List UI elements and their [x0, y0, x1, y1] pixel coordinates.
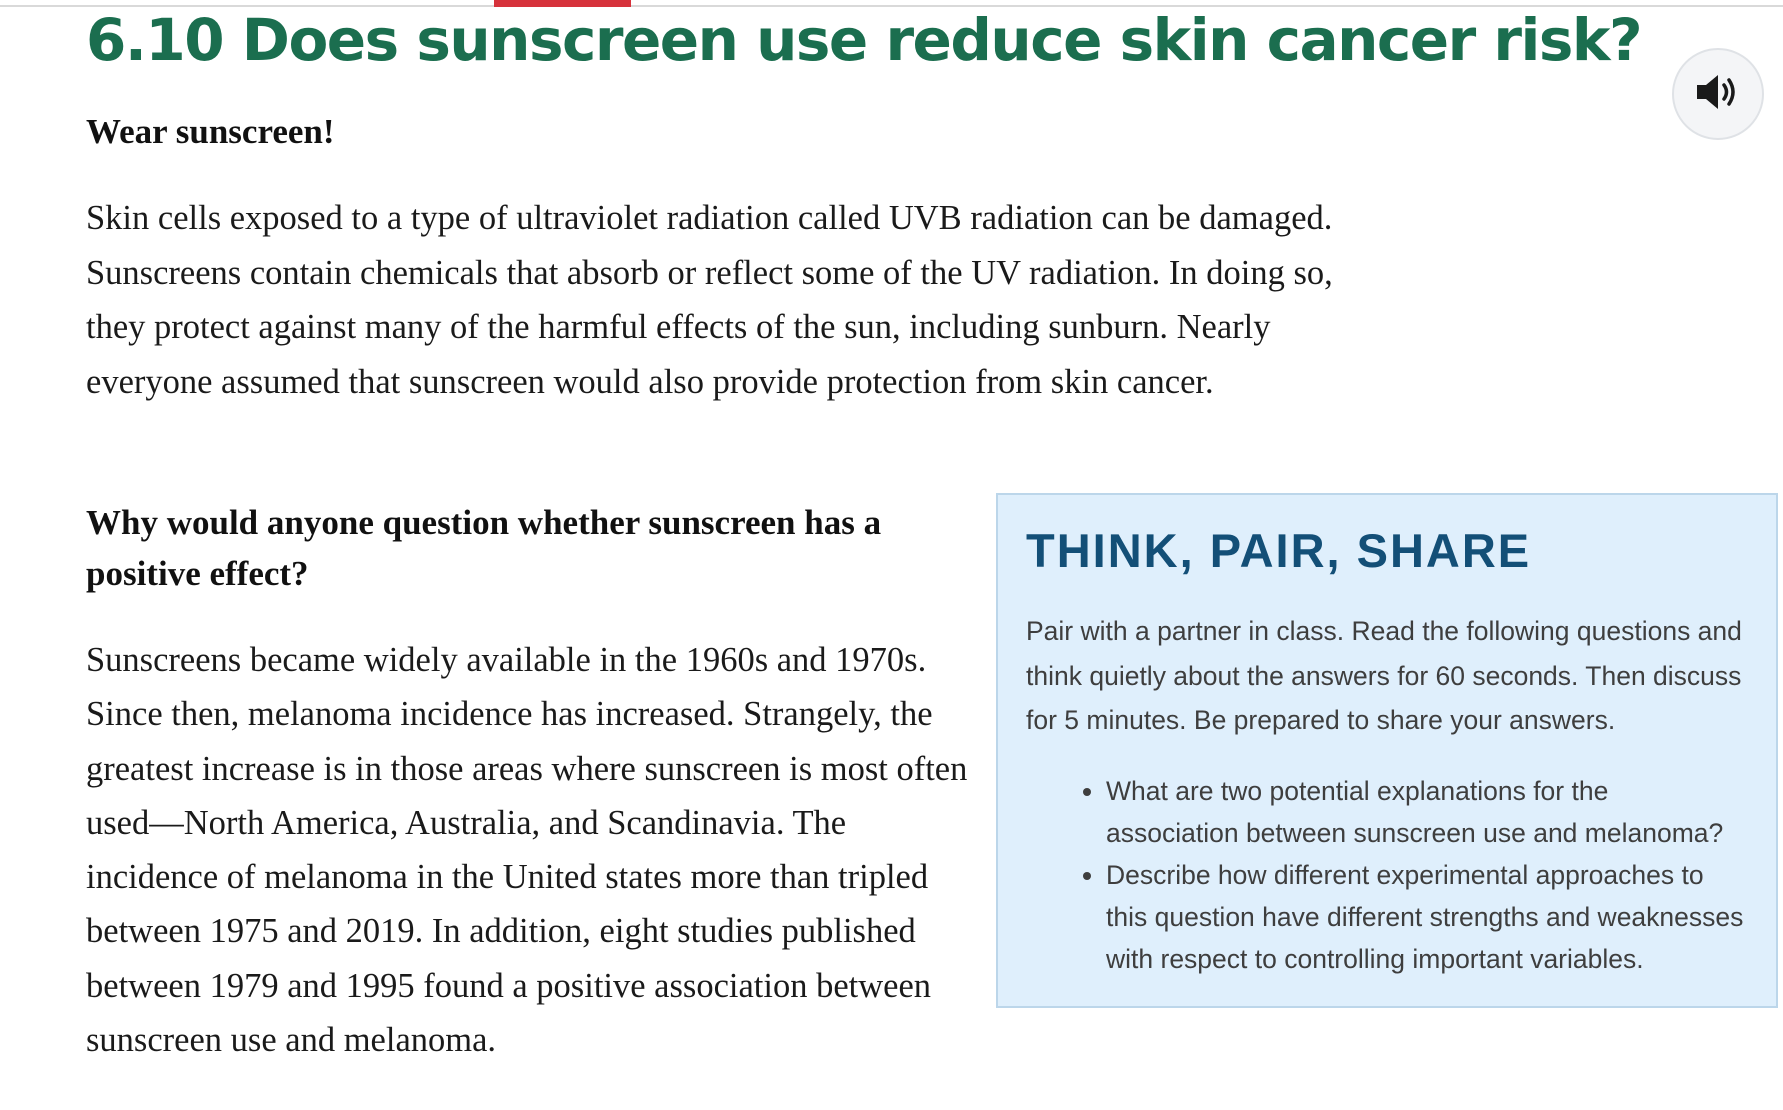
think-pair-share-title: THINK, PAIR, SHARE	[1026, 524, 1532, 577]
question-item: What are two potential explanations for …	[1106, 770, 1746, 854]
question-item: Describe how different experimental appr…	[1106, 854, 1746, 980]
section-subheading: Why would anyone question whether sunscr…	[86, 503, 882, 593]
question-list: What are two potential explanations for …	[1026, 770, 1746, 980]
read-aloud-button[interactable]	[1672, 48, 1764, 140]
page-title: 6.10 Does sunscreen use reduce skin canc…	[86, 6, 1643, 74]
think-pair-share-intro: Pair with a partner in class. Read the f…	[1026, 616, 1742, 735]
section-subheading: Wear sunscreen!	[86, 112, 335, 151]
speaker-volume-icon	[1695, 72, 1741, 117]
reading-progress-bar	[494, 0, 631, 7]
body-paragraph: Sunscreens became widely available in th…	[86, 641, 968, 1060]
reading-progress-track	[0, 5, 1783, 7]
think-pair-share-box: THINK, PAIR, SHARE Pair with a partner i…	[996, 493, 1778, 1008]
body-paragraph: Skin cells exposed to a type of ultravio…	[86, 199, 1333, 401]
